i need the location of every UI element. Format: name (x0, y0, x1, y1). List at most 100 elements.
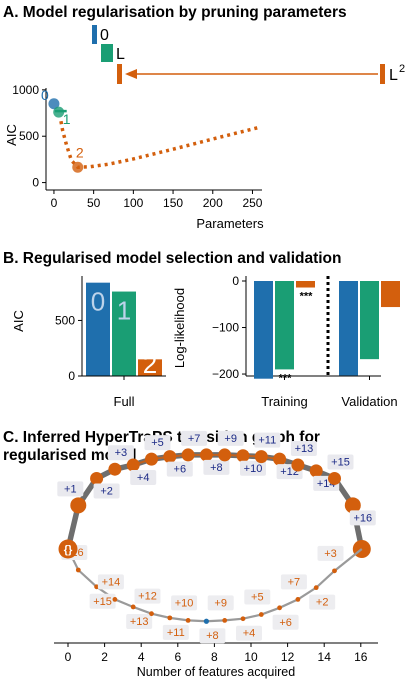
c-upper-label-box-15 (327, 454, 354, 470)
c-lower-label-box-14 (309, 594, 336, 610)
c-x-tick-label: 14 (318, 650, 332, 664)
c-lower-label-13: +7 (288, 576, 301, 588)
c-upper-label-5: +5 (151, 437, 164, 449)
c-upper-node-5 (145, 452, 158, 466)
panel-b-title: B. Regularised model selection and valid… (3, 250, 342, 267)
b-ll-y-tick-label: −200 (212, 367, 239, 381)
c-lower-node-4 (130, 604, 136, 610)
a-model-point-2 (72, 161, 84, 173)
c-lower-label-11: +5 (251, 592, 264, 604)
c-lower-label-box-15 (317, 545, 344, 561)
c-x-tick-label: 12 (281, 650, 295, 664)
c-lower-label-8: +8 (206, 630, 219, 642)
c-lower-label-box-6 (162, 624, 189, 640)
a-x-tick-label: 250 (242, 196, 262, 210)
c-lower-label-5: +12 (138, 591, 157, 603)
a-marker-label-0: 0 (100, 27, 109, 44)
b-aic-bar-0 (86, 282, 110, 376)
c-upper-label-15: +15 (331, 456, 350, 468)
c-lower-label-box-12 (272, 614, 299, 630)
b-aic-bar-label-0: 0 (91, 287, 105, 317)
c-upper-node-12 (273, 452, 287, 466)
b-aic-y-tick-label: 0 (68, 369, 75, 383)
c-lower-label-box-13 (280, 574, 307, 590)
c-upper-label-16: +16 (353, 512, 372, 524)
c-lower-label-6: +11 (167, 627, 185, 639)
a-marker-bar-2 (117, 64, 122, 84)
c-upper-node-15 (328, 471, 341, 485)
c-lower-node-15 (332, 568, 337, 574)
c-upper-label-box-7 (181, 430, 208, 446)
c-upper-label-box-9 (217, 430, 244, 446)
b-aic-bar-2 (138, 359, 162, 376)
c-upper-label-box-1 (57, 481, 84, 497)
panel-b-loglik-ylabel: Log-likelihood (172, 288, 187, 368)
c-upper-node-7 (181, 448, 195, 462)
c-lower-node-9 (222, 618, 228, 623)
a-model-label-1: 1 (63, 111, 71, 127)
c-lower-label-12: +6 (279, 617, 292, 629)
a-marker-label-1: L (116, 46, 125, 63)
b-ll-bar-validation-0 (339, 281, 358, 376)
c-x-tick-label: 6 (174, 650, 181, 664)
c-lower-node-8 (203, 618, 209, 624)
c-upper-node-8 (199, 448, 213, 462)
a-x-tick-label: 0 (51, 196, 58, 210)
c-upper-node-9 (218, 448, 232, 462)
b-aic-category-label: Full (114, 394, 135, 409)
c-lower-node-5 (149, 611, 154, 617)
c-lower-node-14 (313, 585, 319, 591)
b-ll-bar-training-2 (296, 281, 315, 288)
panel-a-title: A. Model regularisation by pruning param… (3, 4, 347, 21)
c-upper-node-2 (90, 471, 104, 485)
c-upper-label-1: +1 (64, 483, 77, 495)
b-ll-signif-2: *** (300, 291, 314, 303)
c-upper-label-7: +7 (188, 433, 201, 445)
c-lower-label-14: +2 (316, 597, 329, 609)
c-upper-label-box-3 (107, 445, 134, 461)
c-lower-node-11 (258, 612, 264, 617)
c-upper-label-box-4 (130, 470, 157, 485)
panel-c-xlabel: Number of features acquired (137, 665, 295, 679)
c-lower-label-box-2 (89, 593, 116, 609)
c-lower-node-1 (75, 567, 81, 573)
a-x-tick-label: 150 (163, 196, 183, 210)
a-marker-bar-0 (92, 25, 97, 44)
c-upper-node-3 (108, 462, 122, 476)
panel-a-xlabel: Parameters (196, 216, 264, 231)
c-lower-label-9: +9 (214, 597, 227, 609)
a-marker-bar-1 (101, 44, 113, 62)
b-aic-bar-label-1: 1 (117, 296, 131, 326)
c-upper-node-6 (163, 450, 177, 464)
c-lower-node-7 (185, 618, 191, 623)
c-lower-node-2 (94, 584, 99, 590)
c-upper-label-9: +9 (224, 433, 237, 445)
c-lower-label-2: +15 (93, 596, 112, 608)
a-y-tick-label: 0 (32, 176, 39, 190)
a-y-tick-label: 500 (19, 129, 39, 143)
panel-c: 0 2 4 6 8 10 12 14 16 +1 +2 +3 +4 +5 +6 +7 +8 +9 +10 +11 +12… (54, 430, 378, 664)
panel-c-title-line2: regularised model (3, 447, 137, 464)
a-pruning-path (58, 117, 258, 170)
a-model-label-0: 0 (41, 87, 49, 103)
a-model-label-2: 2 (76, 144, 84, 160)
c-lower-node-6 (167, 615, 173, 621)
b-ll-bar-training-1 (275, 281, 294, 370)
c-upper-label-box-2 (93, 483, 120, 499)
c-x-tick-label: 8 (211, 650, 218, 664)
c-upper-label-box-8 (203, 459, 230, 475)
c-lower-node-10 (240, 616, 246, 622)
c-upper-label-box-13 (290, 441, 317, 456)
c-upper-label-box-11 (254, 432, 281, 448)
c-upper-label-2: +2 (100, 485, 113, 497)
b-ll-bar-validation-2 (381, 281, 400, 308)
c-lower-label-box-7 (171, 595, 198, 611)
c-lower-label-10: +4 (243, 628, 256, 640)
c-upper-node-10 (236, 449, 250, 463)
c-start-node (58, 539, 78, 559)
c-x-tick-label: 4 (138, 650, 145, 664)
c-upper-node-4 (126, 458, 140, 472)
c-lower-label-7: +10 (175, 597, 194, 609)
